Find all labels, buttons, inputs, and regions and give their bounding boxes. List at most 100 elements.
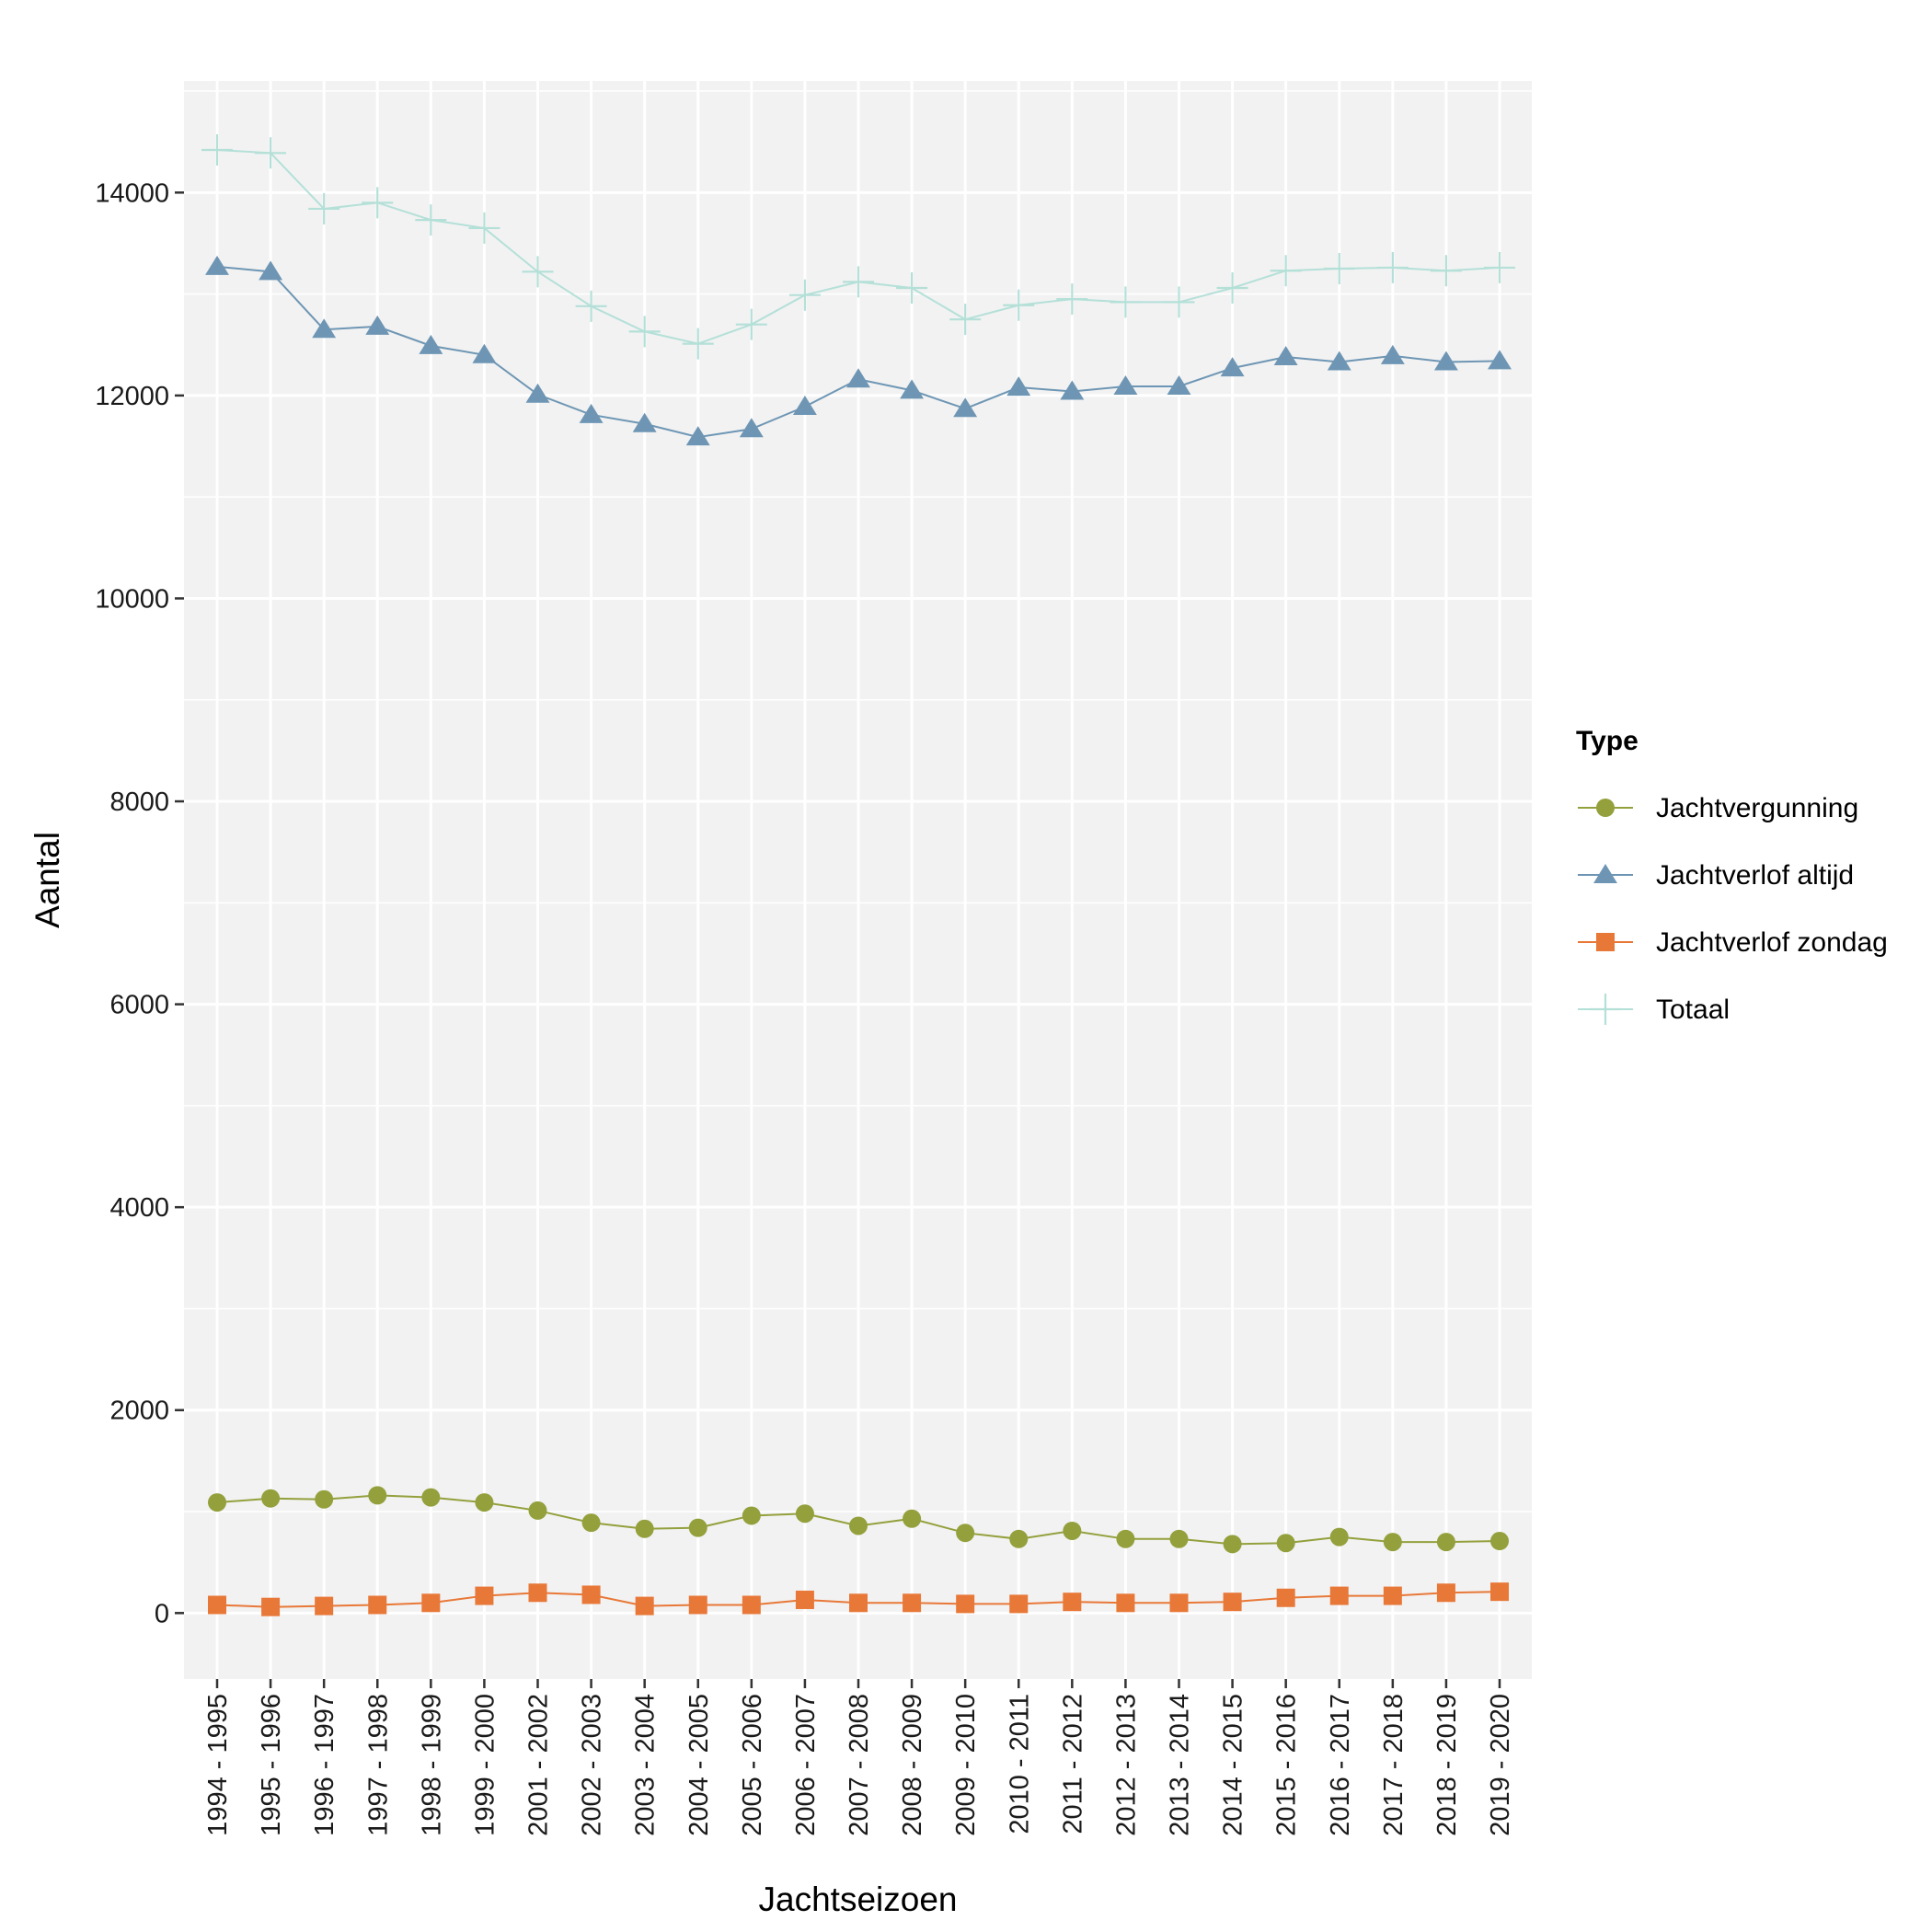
data-point bbox=[261, 1489, 281, 1508]
data-point bbox=[1063, 1521, 1082, 1540]
data-point bbox=[1376, 251, 1409, 283]
x-tick-label: 2013 - 2014 bbox=[1166, 1694, 1195, 1836]
data-point bbox=[315, 1489, 334, 1509]
legend-key-marker bbox=[1590, 994, 1621, 1025]
y-tick-label: 8000 bbox=[109, 788, 169, 817]
data-point bbox=[1220, 357, 1245, 377]
data-point bbox=[368, 1595, 387, 1615]
data-point bbox=[308, 192, 340, 224]
data-point bbox=[688, 1518, 707, 1537]
x-tick-label: 2001 - 2002 bbox=[524, 1694, 554, 1836]
x-tick-label: 2005 - 2006 bbox=[738, 1694, 767, 1836]
data-point bbox=[522, 256, 554, 288]
data-point bbox=[949, 304, 982, 336]
data-point bbox=[635, 1519, 654, 1538]
data-point bbox=[685, 426, 710, 446]
data-point bbox=[421, 1593, 441, 1613]
data-point bbox=[1484, 251, 1515, 283]
y-axis: 0 2000 4000 6000 8000 10000 12000 14000 bbox=[95, 178, 184, 1628]
legend-item: Jachtverlof zondag bbox=[1578, 927, 1888, 958]
x-axis: 1994 - 1995 1995 - 1996 1996 - 1997 1997 - … bbox=[203, 1679, 1515, 1836]
data-point bbox=[788, 279, 821, 311]
data-point bbox=[956, 1524, 975, 1543]
data-point bbox=[682, 328, 714, 360]
x-tick-label: 1996 - 1997 bbox=[310, 1694, 339, 1836]
legend-item: Jachtverlof altijd bbox=[1578, 860, 1854, 891]
y-tick-label: 10000 bbox=[95, 584, 169, 614]
x-tick-label: 2010 - 2011 bbox=[1005, 1694, 1034, 1834]
data-point bbox=[1276, 1588, 1295, 1607]
data-point bbox=[628, 316, 661, 348]
data-point bbox=[468, 212, 500, 244]
data-point bbox=[208, 1493, 226, 1512]
x-tick-label: 2004 - 2005 bbox=[684, 1694, 714, 1836]
data-point bbox=[1273, 345, 1298, 365]
data-point bbox=[956, 1594, 975, 1614]
data-point bbox=[1327, 351, 1351, 371]
data-point bbox=[795, 1590, 814, 1609]
data-point bbox=[735, 308, 767, 340]
legend-item: Totaal bbox=[1578, 994, 1730, 1025]
legend-label: Jachtverlof altijd bbox=[1656, 860, 1854, 891]
series-layer bbox=[201, 133, 1515, 1616]
data-point bbox=[1329, 1586, 1349, 1605]
data-point bbox=[1488, 350, 1512, 370]
x-tick-label: 2019 - 2020 bbox=[1486, 1694, 1515, 1836]
data-point bbox=[1006, 376, 1031, 397]
x-tick-label: 2014 - 2015 bbox=[1219, 1694, 1248, 1836]
data-point bbox=[528, 1583, 547, 1603]
legend-label: Totaal bbox=[1656, 995, 1730, 1025]
data-point bbox=[315, 1596, 334, 1616]
data-point bbox=[1056, 283, 1088, 316]
legend-title: Type bbox=[1576, 726, 1639, 756]
x-tick-label: 2006 - 2007 bbox=[791, 1694, 821, 1836]
data-point bbox=[255, 137, 287, 169]
data-point bbox=[415, 204, 447, 236]
data-point bbox=[1009, 1529, 1029, 1548]
data-point bbox=[1003, 289, 1035, 321]
data-point bbox=[1110, 286, 1142, 318]
data-point bbox=[261, 1597, 281, 1616]
data-point bbox=[1490, 1532, 1509, 1551]
data-point bbox=[362, 187, 394, 219]
data-point bbox=[1436, 1533, 1455, 1552]
data-point bbox=[575, 290, 607, 322]
x-tick-label: 1998 - 1999 bbox=[417, 1694, 446, 1836]
data-point bbox=[1430, 255, 1462, 287]
data-point bbox=[739, 418, 764, 438]
data-point bbox=[1223, 1535, 1242, 1554]
data-point bbox=[365, 315, 390, 335]
data-point bbox=[421, 1488, 441, 1507]
legend-label: Jachtverlof zondag bbox=[1656, 927, 1888, 958]
data-point bbox=[953, 397, 978, 418]
x-tick-label: 2011 - 2012 bbox=[1058, 1694, 1087, 1834]
x-tick-label: 1995 - 1996 bbox=[257, 1694, 286, 1836]
series-jachtverlof-altijd bbox=[205, 255, 1512, 446]
data-point bbox=[475, 1493, 494, 1512]
data-point bbox=[1270, 255, 1302, 287]
data-point bbox=[635, 1596, 654, 1616]
series-jachtvergunning bbox=[208, 1486, 1509, 1554]
data-point bbox=[903, 1509, 922, 1528]
data-point bbox=[205, 255, 229, 275]
x-tick-label: 2008 - 2009 bbox=[898, 1694, 927, 1836]
legend-item: Jachtvergunning bbox=[1578, 793, 1858, 823]
data-point bbox=[843, 266, 874, 298]
data-point bbox=[849, 1593, 868, 1613]
data-point bbox=[1323, 253, 1355, 285]
x-tick-label: 2015 - 2016 bbox=[1272, 1694, 1302, 1836]
data-point bbox=[1169, 1529, 1189, 1548]
x-tick-label: 2012 - 2013 bbox=[1111, 1694, 1141, 1836]
data-point bbox=[525, 383, 550, 403]
data-point bbox=[903, 1593, 922, 1613]
legend: Type Jachtvergunning Jachtverlof altijd Ja… bbox=[1576, 726, 1888, 1025]
data-point bbox=[201, 133, 233, 166]
x-tick-label: 2003 - 2004 bbox=[631, 1694, 661, 1836]
data-point bbox=[1380, 344, 1405, 364]
data-point bbox=[896, 271, 928, 304]
data-point bbox=[1116, 1593, 1135, 1613]
data-point bbox=[581, 1513, 601, 1533]
legend-key-marker bbox=[1596, 933, 1615, 951]
y-tick-label: 14000 bbox=[95, 178, 169, 208]
data-point bbox=[1063, 1593, 1082, 1612]
